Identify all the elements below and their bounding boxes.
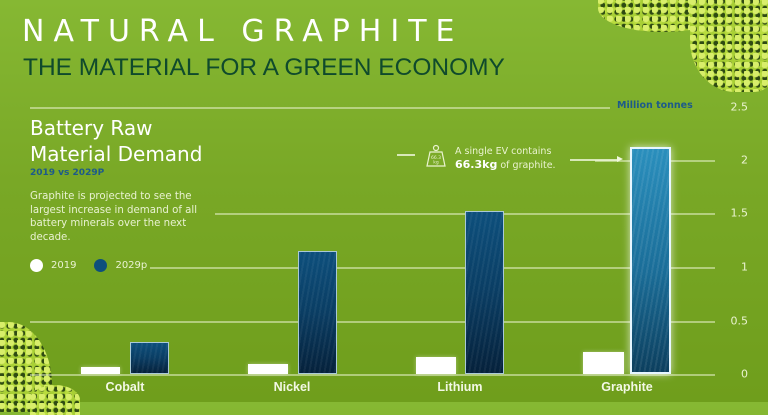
bar-graphite-2019 [583, 352, 624, 374]
bar-lithium-2019 [416, 357, 456, 374]
weight-icon: 66.3 kg [425, 144, 447, 172]
callout-text: A single EV contains 66.3kg of graphite. [455, 145, 556, 172]
bar-nickel-2029p [298, 251, 337, 374]
arrow-head-icon [617, 156, 623, 162]
category-label-lithium: Lithium [437, 380, 483, 394]
callout-highlight: 66.3kg [455, 157, 498, 171]
bar-cobalt-2019 [81, 367, 120, 374]
callout-line-left [397, 154, 415, 156]
callout-arrow-line [570, 159, 618, 161]
legend-item-2029p: 2029p [94, 259, 147, 272]
legend-dot-2019 [30, 259, 43, 272]
callout-line2: of graphite. [497, 159, 556, 171]
gridline-1 [150, 267, 715, 269]
tick-label: 2 [741, 153, 748, 167]
bar-lithium-2029p [465, 211, 504, 374]
gridline-2-5 [30, 107, 610, 109]
tick-label: 1 [741, 260, 748, 274]
tick-label: 1.5 [730, 206, 749, 220]
bar-nickel-2019 [248, 364, 288, 374]
legend: 2019 2029p [30, 259, 157, 272]
gridline-0-5 [30, 321, 715, 323]
tick-label: 2.5 [730, 100, 749, 114]
bar-graphite-2029p [630, 147, 671, 374]
legend-dot-2029p [94, 259, 108, 272]
page-title: NATURAL GRAPHITE [22, 14, 464, 49]
legend-item-2019: 2019 [30, 259, 76, 272]
chart-heading-line1: Battery Raw [30, 116, 153, 140]
gridline-0 [30, 374, 715, 376]
chart-period: 2019 vs 2029P [30, 168, 105, 178]
callout-line1: A single EV contains [455, 145, 552, 157]
tick-label: 0 [741, 367, 748, 381]
chart-heading-line2: Material Demand [30, 142, 203, 166]
bar-cobalt-2029p [130, 342, 169, 374]
ev-callout: 66.3 kg A single EV contains 66.3kg of g… [425, 144, 556, 172]
page-subtitle: THE MATERIAL FOR A GREEN ECONOMY [23, 54, 505, 81]
svg-text:66.3: 66.3 [431, 155, 441, 161]
category-label-cobalt: Cobalt [105, 380, 145, 394]
category-label-nickel: Nickel [273, 380, 311, 394]
svg-text:kg: kg [433, 160, 439, 166]
chart-heading: Battery Raw Material Demand [30, 115, 202, 167]
graphite-rock-image [690, 0, 768, 92]
legend-label: 2029p [115, 260, 148, 271]
legend-label: 2019 [51, 260, 77, 271]
axis-unit-label: Million tonnes [617, 100, 693, 111]
graphite-rock-image [30, 385, 80, 415]
chart-description: Graphite is projected to see the largest… [30, 191, 198, 243]
tick-label: 0.5 [730, 314, 749, 328]
category-label-graphite: Graphite [601, 380, 653, 394]
